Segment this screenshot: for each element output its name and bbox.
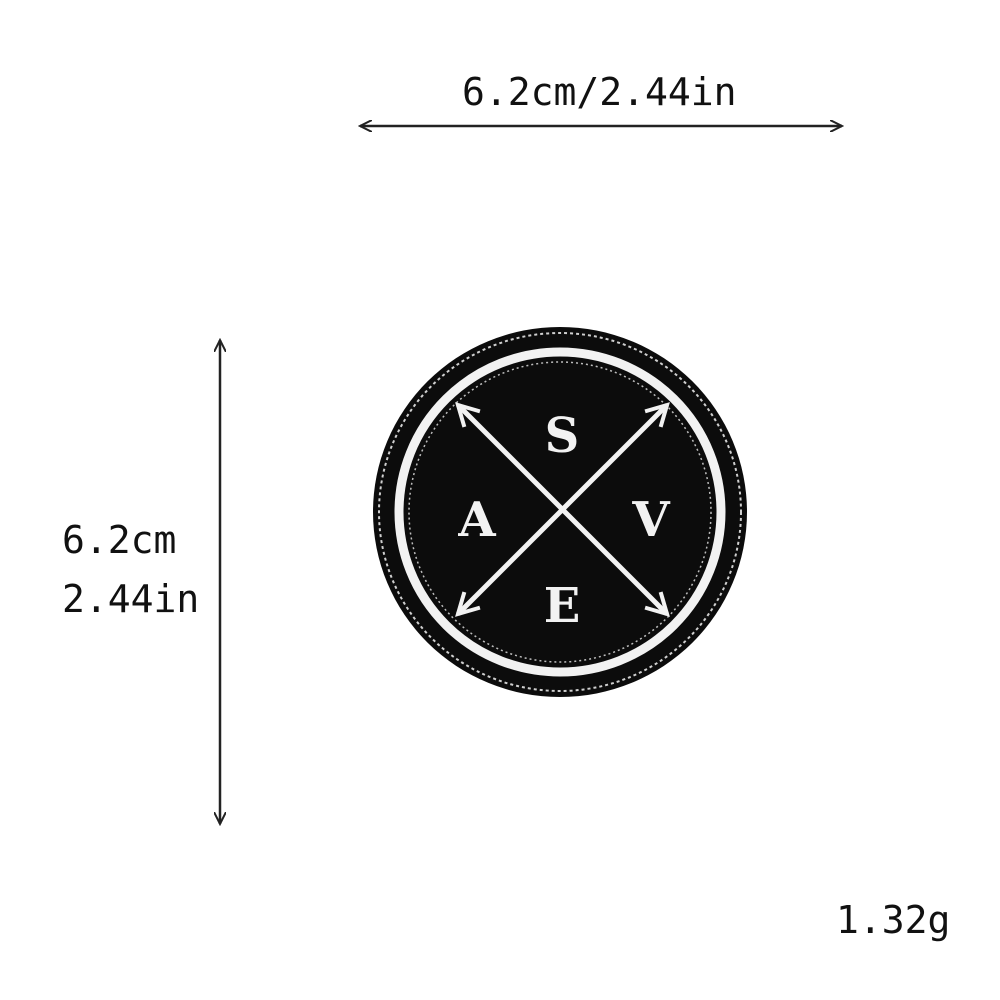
- patch-letter-right: V: [631, 492, 670, 548]
- width-dimension-label: 6.2cm/2.44in: [462, 70, 737, 114]
- embroidered-patch: S A V E: [373, 327, 747, 697]
- weight-label: 1.32g: [836, 898, 951, 942]
- patch-ring: [394, 347, 726, 677]
- patch-border-stitch: [378, 332, 742, 692]
- height-dimension-in-label: 2.44in: [62, 577, 200, 621]
- height-dimension-cm-label: 6.2cm: [62, 518, 177, 562]
- patch-letter-left: A: [457, 492, 496, 548]
- patch-ring-inner-stitch: [408, 361, 712, 663]
- patch-letter-top: S: [545, 408, 580, 464]
- patch-arrow-diagonal-2: [458, 405, 667, 614]
- patch-letter-bottom: E: [544, 578, 581, 634]
